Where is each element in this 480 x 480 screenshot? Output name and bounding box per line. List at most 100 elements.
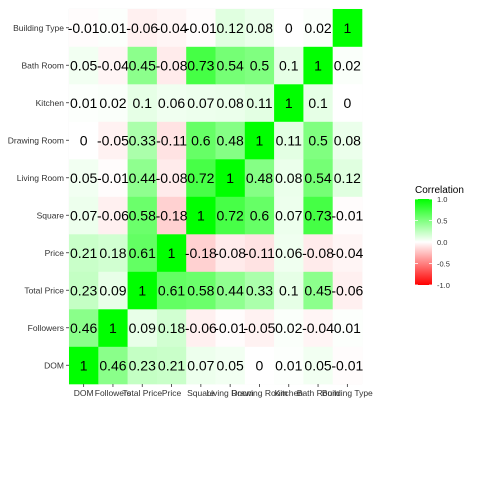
heatmap-cell	[186, 196, 216, 235]
heatmap-cell	[156, 234, 187, 272]
cell-value-label: 0.18	[99, 245, 126, 261]
cell-value-label: 0.01	[70, 95, 97, 111]
heatmap-cell	[69, 121, 99, 160]
cell-value-label: 0.08	[275, 170, 302, 186]
cell-value-label: 0.23	[129, 357, 156, 373]
cell-value-label: 0.12	[217, 20, 244, 36]
heatmap-cell	[156, 309, 187, 347]
cell-value-label: 1	[197, 207, 205, 223]
y-tick-label: Drawing Room	[8, 135, 64, 145]
cell-value-label: 0.1	[279, 57, 299, 73]
cell-value-label: 0.48	[246, 170, 273, 186]
heatmap-cell	[69, 9, 99, 47]
heatmap-cell	[98, 159, 128, 197]
cell-value-label: 0.44	[129, 170, 156, 186]
x-tick-label: Followers	[95, 388, 131, 398]
heatmap-cell	[156, 271, 187, 310]
cell-value-label: 1	[138, 282, 146, 298]
cell-value-label: 0.1	[133, 95, 153, 111]
heatmap-cell	[303, 159, 333, 197]
legend-tick-label: 1.0	[437, 195, 447, 204]
heatmap-cell	[215, 271, 246, 310]
cell-value-label: -0.01	[331, 207, 363, 223]
cell-value-label: 0.07	[275, 207, 302, 223]
heatmap-cell	[69, 346, 99, 385]
cell-value-label: 0.02	[275, 320, 302, 336]
heatmap-cell	[244, 309, 275, 347]
heatmap-cell	[156, 159, 187, 197]
cell-value-label: 0.5	[250, 57, 270, 73]
cell-value-label: 0.05	[70, 57, 97, 73]
cell-value-label: 0.21	[70, 245, 97, 261]
cell-value-label: 1	[343, 20, 351, 36]
heatmap-cell	[244, 234, 275, 272]
cell-value-label: -0.11	[156, 132, 187, 148]
heatmap-cell	[215, 309, 246, 347]
y-tick-label: Kitchen	[36, 98, 65, 108]
heatmap-cell	[332, 9, 363, 47]
cell-value-label: 0.05	[304, 357, 331, 373]
cell-value-label: 0.07	[187, 95, 214, 111]
cell-value-label: 0.11	[246, 95, 272, 111]
x-tick-label: DOM	[74, 388, 94, 398]
y-tick-label: Living Room	[17, 173, 64, 183]
heatmap-cell	[215, 9, 246, 47]
cell-value-label: 0.01	[275, 357, 302, 373]
heatmap-cell	[69, 196, 99, 235]
cell-value-label: 1	[226, 170, 234, 186]
cell-value-label: 0.11	[276, 132, 302, 148]
heatmap-cell	[69, 309, 99, 347]
cell-value-label: -0.08	[214, 245, 246, 261]
legend-tick-label: 0.5	[437, 217, 447, 226]
cell-value-label: 0.33	[129, 132, 156, 148]
cell-value-label: 0	[80, 132, 88, 148]
heatmap-cell	[215, 196, 246, 235]
heatmap-cell	[69, 84, 99, 122]
x-tick-label: Kitchen	[275, 388, 304, 398]
heatmap-cell	[127, 234, 158, 272]
cell-value-label: 0.21	[158, 357, 185, 373]
x-tick-label: Total Price	[122, 388, 162, 398]
cell-value-label: 0.08	[217, 95, 244, 111]
cell-value-label: -0.01	[97, 170, 129, 186]
heatmap-cell	[98, 309, 128, 347]
x-tick-label: Living Room	[207, 388, 254, 398]
y-axis-ticks: DOM Followers Total Price Price Square Living…	[8, 23, 69, 370]
cell-value-label: 0.01	[99, 20, 126, 36]
heatmap-cells	[69, 9, 363, 385]
cell-value-label: 1	[314, 57, 322, 73]
heatmap-cell	[332, 46, 363, 85]
cell-value-label: 0.73	[304, 207, 331, 223]
heatmap-cell	[69, 46, 99, 85]
legend-colorbar	[415, 199, 432, 285]
heatmap-cell	[303, 346, 333, 385]
heatmap-cell	[274, 346, 304, 385]
heatmap-cell	[127, 346, 158, 385]
cell-value-label: 0.23	[70, 282, 97, 298]
cell-value-label: 0.02	[304, 20, 331, 36]
cell-value-label: 0.6	[191, 132, 211, 148]
heatmap-cell	[274, 234, 304, 272]
cell-value-label: -0.04	[331, 245, 363, 261]
cell-value-label: 0.54	[217, 57, 244, 73]
legend: Correlation 1.0 0.5 0.0 -0.5 -1.0	[415, 185, 464, 290]
legend-tick-label: -1.0	[437, 281, 450, 290]
y-tick-label: Building Type	[13, 23, 64, 33]
heatmap-cell	[274, 309, 304, 347]
heatmap-cell	[244, 271, 275, 310]
heatmap-cell	[244, 159, 275, 197]
heatmap-cell	[98, 84, 128, 122]
cell-value-label: 0	[343, 95, 351, 111]
cell-value-label: 0.06	[275, 245, 302, 261]
heatmap-cell	[244, 84, 275, 122]
heatmap-cell	[156, 121, 187, 160]
heatmap-cell	[186, 46, 216, 85]
heatmap-cell	[186, 346, 216, 385]
cell-value-label: 0.1	[308, 95, 328, 111]
cell-value-label: 0.54	[304, 170, 331, 186]
heatmap-cell	[98, 271, 128, 310]
heatmap-cell	[303, 271, 333, 310]
heatmap-cell	[186, 84, 216, 122]
